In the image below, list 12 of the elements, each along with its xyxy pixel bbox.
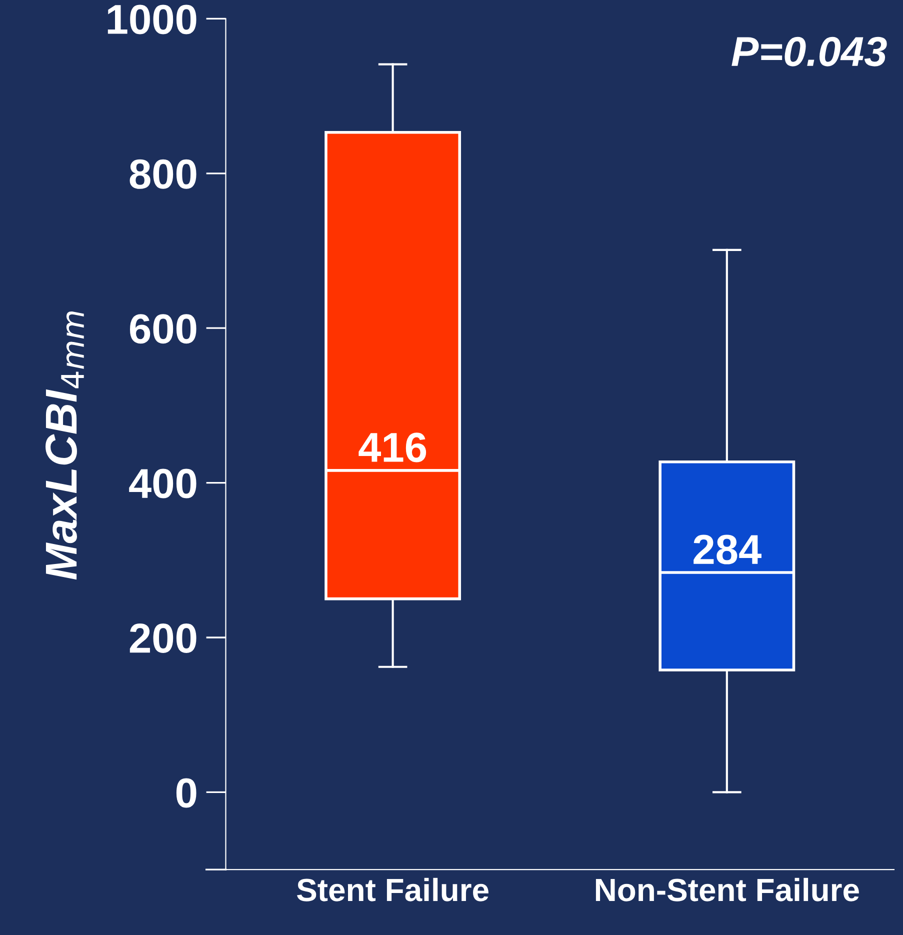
annotation: 284 bbox=[694, 534, 762, 564]
y-tick-label: 400 bbox=[129, 468, 196, 498]
annotation: 416 bbox=[358, 432, 426, 462]
x-tick-label: Non-Stent Failure bbox=[596, 878, 859, 902]
y-axis-title: MaxLCBI$_{4mm}$ bbox=[46, 311, 84, 580]
y-tick-label: 800 bbox=[130, 159, 196, 189]
annotation: P=0.043 bbox=[732, 36, 887, 66]
y-tick-label: 0 bbox=[176, 778, 196, 808]
y-tick-label: 1000 bbox=[108, 4, 196, 34]
x-tick-label: Stent Failure bbox=[296, 878, 488, 902]
y-tick-label: 600 bbox=[130, 314, 196, 344]
y-tick-label: 200 bbox=[130, 624, 196, 654]
